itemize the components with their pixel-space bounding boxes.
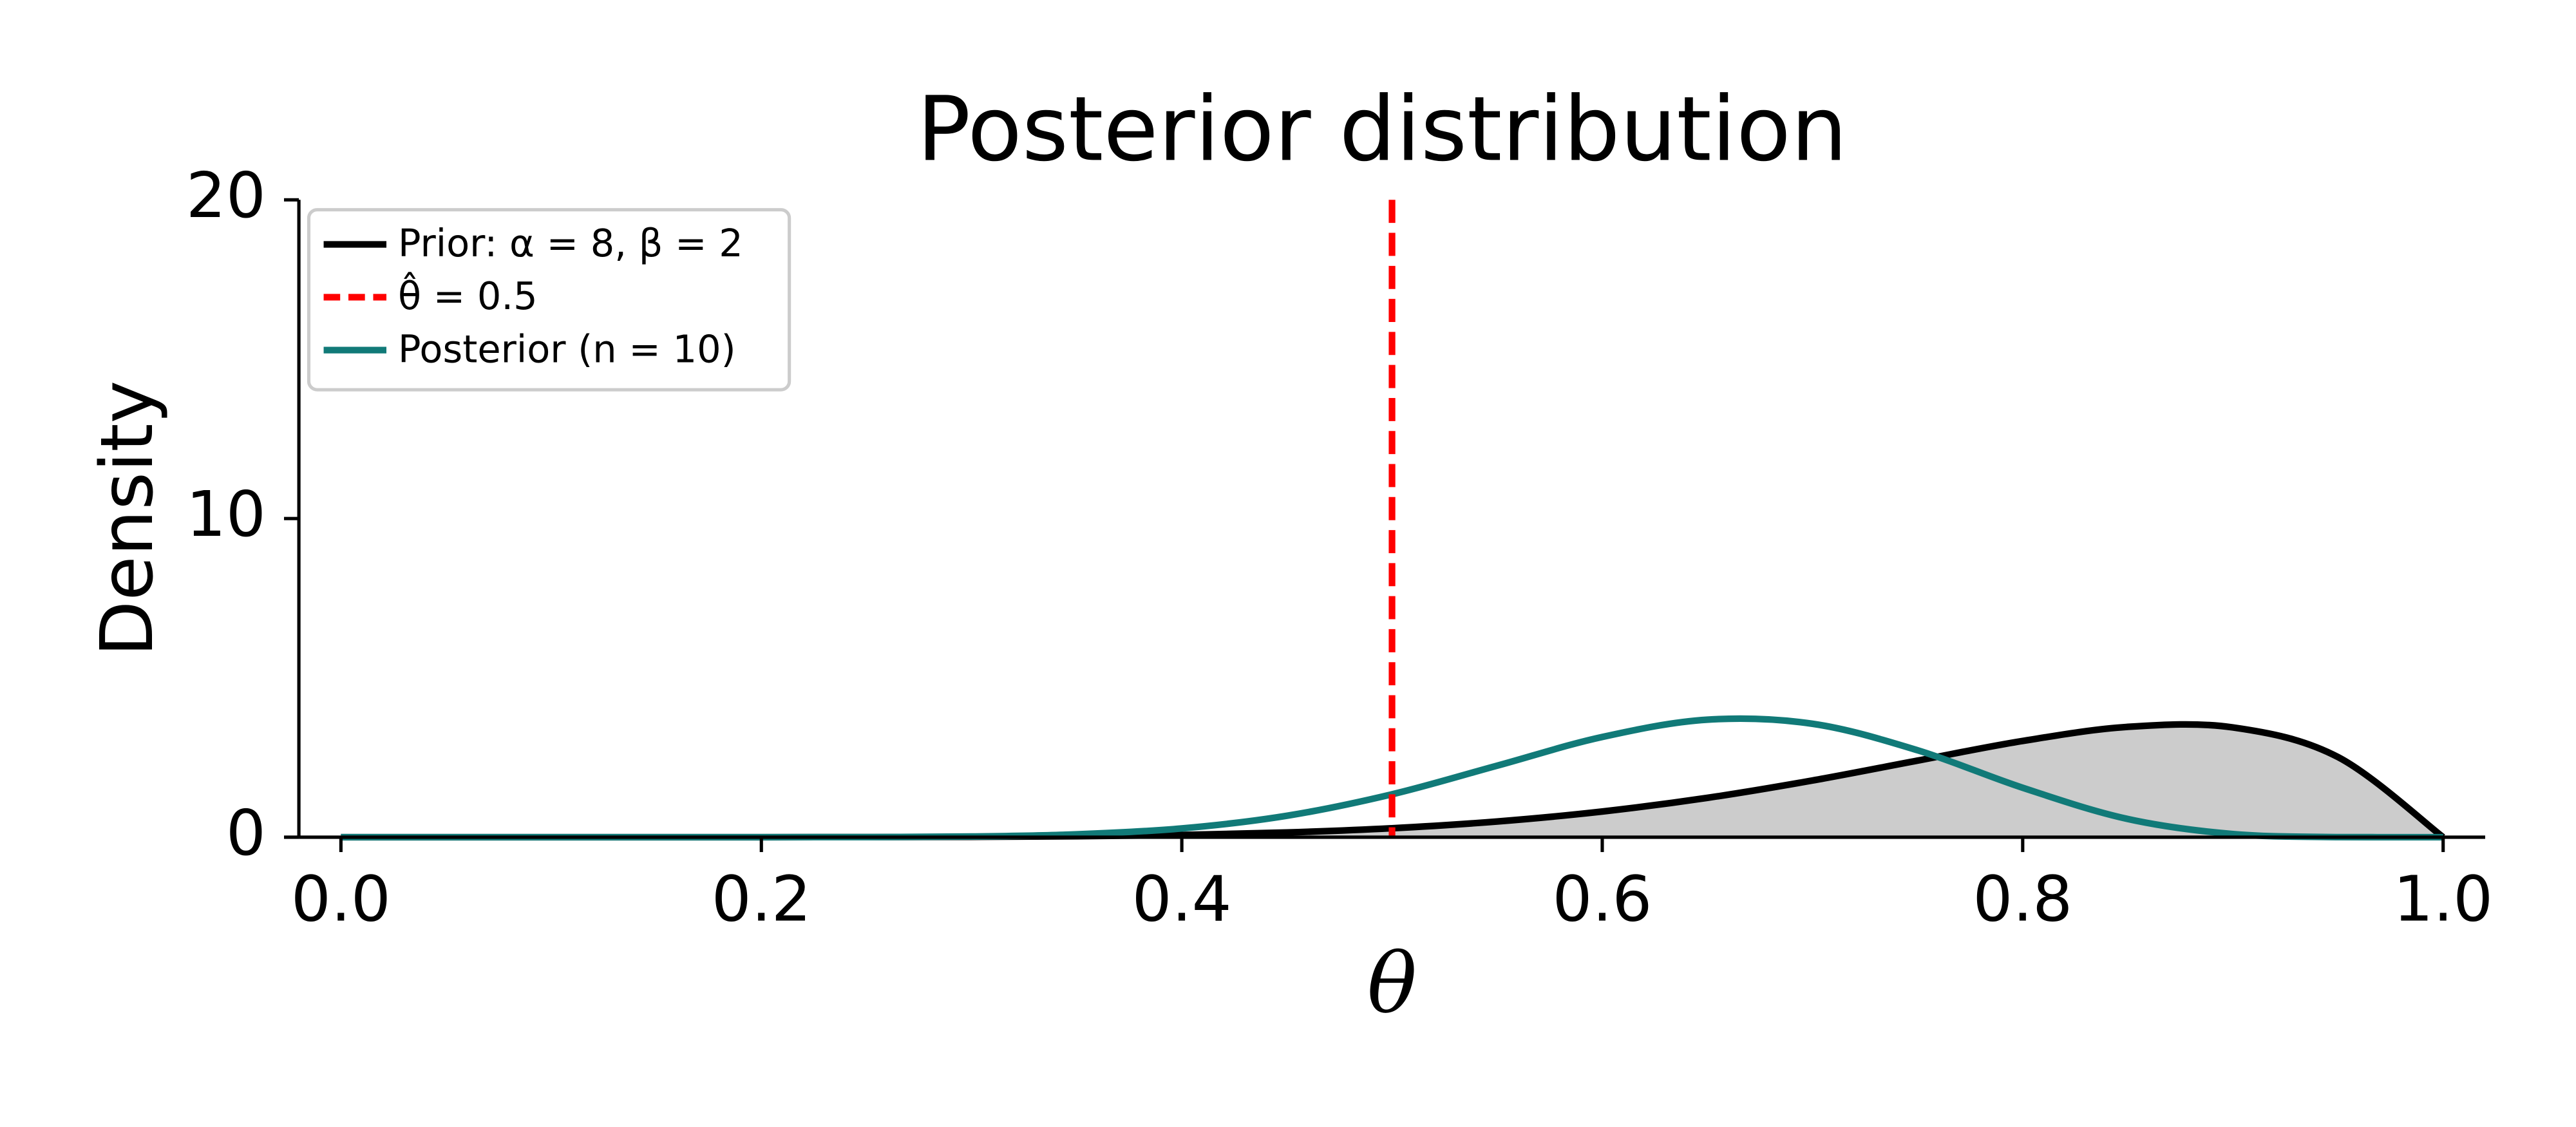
x-tick-label: 0.0 xyxy=(291,862,391,935)
y-tick-label: 10 xyxy=(186,478,266,551)
legend: Prior: α = 8, β = 2 θ̂ = 0.5 Posterior (n … xyxy=(307,208,791,392)
x-tick-label: 0.4 xyxy=(1132,862,1232,935)
x-tick-label: 1.0 xyxy=(2393,862,2493,935)
x-axis-label: θ xyxy=(1367,936,1417,1032)
y-axis-label: Density xyxy=(84,381,169,657)
x-tick-label: 0.6 xyxy=(1552,862,1652,935)
y-tick-label: 20 xyxy=(186,159,266,232)
legend-label: θ̂ = 0.5 xyxy=(398,272,538,318)
x-tick-label: 0.2 xyxy=(712,862,811,935)
y-tick-label: 0 xyxy=(226,797,266,869)
legend-label: Posterior (n = 10) xyxy=(398,327,736,371)
area xyxy=(341,724,2443,837)
legend-box xyxy=(307,208,791,392)
chart-title: Posterior distribution xyxy=(917,77,1848,181)
legend-label: Prior: α = 8, β = 2 xyxy=(398,221,743,265)
x-tick-label: 0.8 xyxy=(1973,862,2072,935)
